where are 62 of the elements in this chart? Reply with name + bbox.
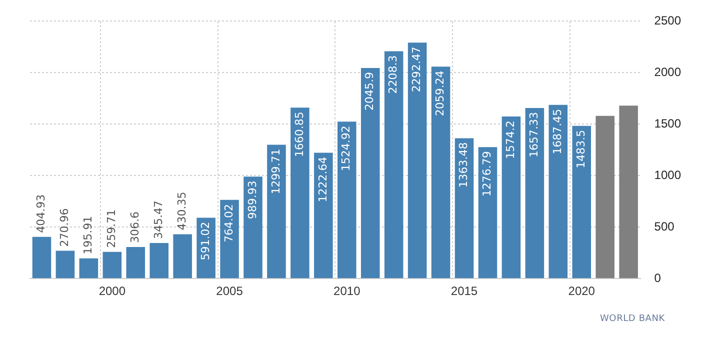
data-label: 989.93	[246, 180, 259, 220]
bar	[596, 116, 614, 278]
y-tick-label: 1000	[654, 168, 682, 182]
bar	[619, 106, 638, 278]
bar	[56, 250, 75, 278]
data-label: 270.96	[58, 208, 72, 247]
x-tick-label: 2000	[98, 284, 126, 298]
bar	[244, 176, 262, 278]
x-tick-label: 2005	[216, 284, 244, 298]
data-label: 195.91	[82, 216, 95, 254]
data-label: 345.47	[152, 200, 165, 240]
bar	[454, 138, 474, 278]
bar	[431, 66, 450, 278]
bar	[384, 51, 404, 278]
bar	[267, 144, 286, 278]
bar	[79, 258, 98, 278]
data-label: 591.02	[198, 222, 212, 260]
y-tick-label: 500	[654, 219, 675, 234]
bar	[338, 122, 356, 278]
data-label: 2059.24	[434, 70, 447, 116]
x-tick-label: 2010	[334, 284, 361, 298]
bar	[314, 152, 333, 278]
data-label: 404.93	[34, 194, 48, 233]
data-label: 1524.92	[340, 126, 353, 172]
bar	[102, 252, 122, 278]
data-label: 2292.47	[410, 46, 424, 92]
data-label: 764.02	[222, 204, 236, 242]
data-label: 1687.45	[551, 108, 564, 154]
data-label: 259.71	[105, 209, 118, 248]
bar	[360, 68, 380, 278]
data-label: 1276.79	[480, 151, 494, 197]
data-label: 1363.48	[457, 142, 470, 188]
y-tick-label: 2500	[654, 14, 682, 28]
bar	[196, 218, 216, 278]
data-label: 1574.2	[504, 120, 518, 160]
bar	[150, 243, 168, 278]
data-label: 2208.3	[386, 55, 400, 94]
bar	[126, 247, 146, 278]
bar	[478, 147, 498, 278]
data-label: 1660.85	[292, 112, 306, 158]
data-label: 1299.71	[269, 148, 282, 194]
bar	[525, 108, 544, 278]
bar	[572, 126, 592, 278]
x-tick-label: 2020	[568, 284, 596, 298]
bar	[32, 236, 52, 278]
data-label: 306.6	[128, 212, 142, 244]
data-label: 1657.33	[528, 112, 541, 158]
bar	[173, 234, 192, 278]
bar	[290, 108, 310, 278]
bar	[408, 42, 427, 278]
y-tick-label: 0	[654, 270, 662, 285]
y-tick-label: 2000	[654, 64, 682, 79]
text: WORLD BANK	[600, 314, 665, 324]
y-tick-label: 1500	[654, 116, 682, 130]
data-label: 1222.64	[316, 156, 330, 202]
bar	[502, 116, 521, 278]
bar	[220, 200, 239, 278]
data-label: 430.35	[175, 192, 188, 230]
data-label: 2045.9	[363, 72, 376, 110]
data-label: 1483.5	[574, 130, 588, 168]
x-tick-label: 2015	[450, 284, 478, 298]
bar	[548, 104, 568, 278]
